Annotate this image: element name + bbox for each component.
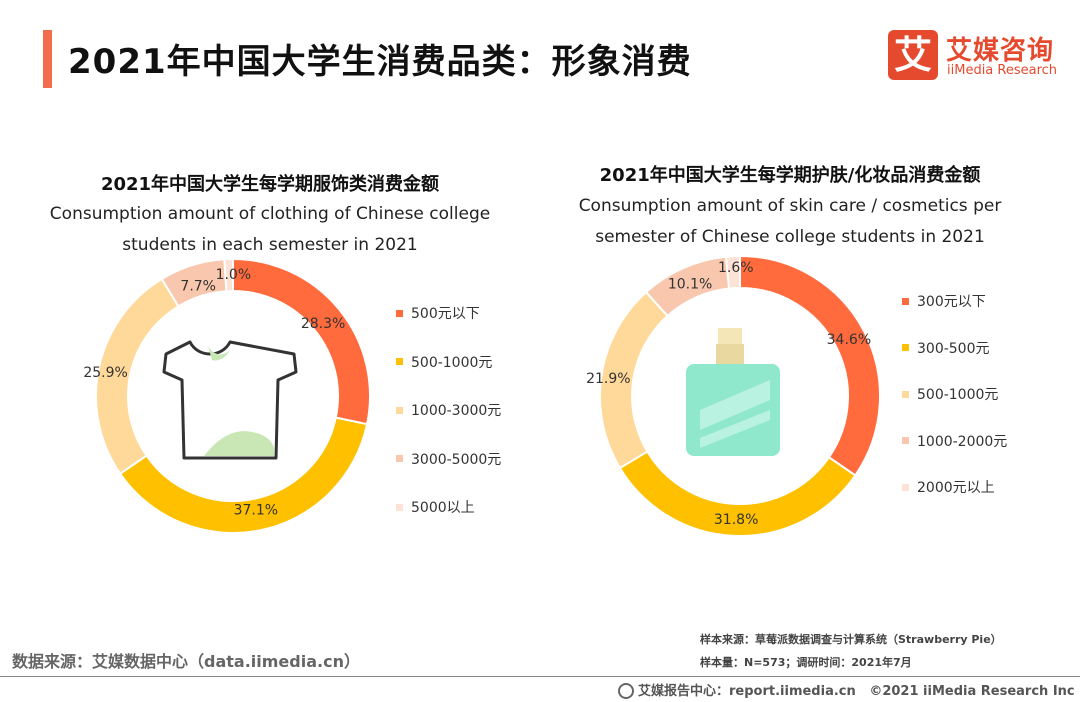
legend-item-1: 300元以下 bbox=[902, 291, 986, 311]
title-accent-bar bbox=[43, 30, 52, 88]
brand-logo-block: 艾 艾媒咨询 iiMedia Research bbox=[888, 30, 1063, 82]
legend-swatch bbox=[396, 503, 403, 511]
sample-size-text: 样本量：N=573；调研时间：2021年7月 bbox=[700, 656, 912, 669]
legend-label: 500元以下 bbox=[411, 306, 480, 322]
legend-item-3: 500-1000元 bbox=[902, 384, 998, 404]
legend-item-4: 3000-5000元 bbox=[396, 449, 501, 469]
data-label-1: 28.3% bbox=[301, 316, 345, 332]
legend-item-2: 500-1000元 bbox=[396, 352, 492, 372]
legend-swatch bbox=[396, 455, 403, 462]
data-label-2: 31.8% bbox=[714, 512, 758, 528]
legend-swatch bbox=[902, 390, 909, 398]
legend-swatch bbox=[396, 358, 403, 365]
chart2-labels: 34.6% 31.8% 21.9% 10.1% 1.6% bbox=[586, 260, 871, 528]
legend-label: 1000-3000元 bbox=[411, 403, 502, 419]
chart1-labels: 28.3% 37.1% 25.9% 7.7%1.0% bbox=[83, 267, 345, 519]
legend-swatch bbox=[396, 406, 403, 414]
legend-label: 2000元以上 bbox=[917, 480, 995, 496]
data-label-5: 1.0% bbox=[216, 267, 252, 283]
data-source-text: 数据来源：艾媒数据中心（data.iimedia.cn） bbox=[12, 652, 360, 671]
report-center-link[interactable]: 艾媒报告中心：report.iimedia.cn bbox=[638, 684, 856, 699]
donut-slice-5 bbox=[223, 257, 234, 293]
data-label-3: 21.9% bbox=[586, 371, 630, 387]
chart1-subtitle: Consumption amount of clothing of Chines… bbox=[49, 204, 491, 255]
footer-divider bbox=[0, 676, 1080, 677]
legend-item-4: 1000-2000元 bbox=[902, 431, 1007, 451]
legend-label: 300-500元 bbox=[917, 340, 990, 357]
legend-swatch bbox=[396, 309, 403, 317]
copyright-text: ©2021 iiMedia Research Inc bbox=[869, 684, 1075, 699]
brand-name-en: iiMedia Research bbox=[947, 63, 1058, 78]
brand-name-cn: 艾媒咨询 bbox=[946, 36, 1055, 66]
chart2-subtitle: Consumption amount of skin care / cosmet… bbox=[578, 196, 1002, 247]
chart2-slices bbox=[599, 254, 881, 537]
data-label-2: 37.1% bbox=[234, 503, 278, 519]
legend-label: 1000-2000元 bbox=[917, 433, 1008, 450]
page-title: 2021年中国大学生消费品类：形象消费 bbox=[68, 42, 692, 82]
legend-label: 300元以下 bbox=[917, 294, 986, 310]
data-label-3: 25.9% bbox=[83, 365, 127, 381]
brand-logo-icon: 艾 bbox=[888, 30, 938, 80]
legend-item-5: 5000以上 bbox=[396, 497, 475, 517]
data-label-5: 1.6% bbox=[718, 260, 754, 276]
legend-item-5: 2000元以上 bbox=[902, 477, 995, 497]
chart1-title: 2021年中国大学生每学期服饰类消费金额 bbox=[100, 174, 440, 195]
footer-credits: 艾媒报告中心：report.iimedia.cn ©2021 iiMedia R… bbox=[618, 680, 1075, 700]
donut-slice-5 bbox=[724, 254, 741, 290]
sample-source-text: 样本来源：草莓派数据调查与计算系统（Strawberry Pie） bbox=[700, 633, 1002, 646]
legend-swatch bbox=[902, 297, 909, 305]
legend-label: 500-1000元 bbox=[917, 387, 999, 403]
data-label-4: 7.7% bbox=[180, 278, 216, 294]
donut-slice-1 bbox=[232, 257, 371, 426]
legend-label: 3000-5000元 bbox=[411, 451, 502, 468]
legend-swatch bbox=[902, 483, 909, 491]
perfume-bottle-icon bbox=[686, 328, 780, 456]
legend-swatch bbox=[902, 344, 909, 351]
data-label-1: 34.6% bbox=[827, 332, 871, 348]
data-label-4: 10.1% bbox=[668, 277, 712, 293]
chart2-title: 2021年中国大学生每学期护肤/化妆品消费金额 bbox=[599, 165, 981, 186]
chart1-slices bbox=[95, 257, 371, 534]
legend-label: 500-1000元 bbox=[411, 354, 493, 371]
legend-item-3: 1000-3000元 bbox=[396, 400, 501, 420]
globe-icon bbox=[618, 682, 634, 699]
legend-label: 5000以上 bbox=[411, 500, 475, 516]
legend-item-1: 500元以下 bbox=[396, 303, 480, 323]
legend-swatch bbox=[902, 437, 909, 444]
legend-item-2: 300-500元 bbox=[902, 338, 990, 358]
tshirt-icon bbox=[162, 340, 298, 460]
